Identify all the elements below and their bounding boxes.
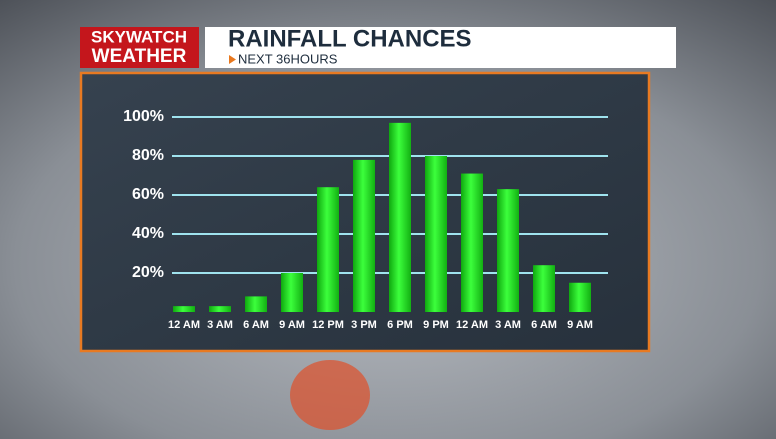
x-tick-label: 12 AM <box>456 319 488 331</box>
x-tick-label: 12 PM <box>312 319 344 331</box>
bar <box>461 173 483 312</box>
x-tick-label: 9 AM <box>567 319 593 331</box>
x-tick-label: 3 AM <box>207 319 233 331</box>
y-tick-label: 60% <box>132 186 164 203</box>
bar <box>389 122 411 312</box>
bar <box>569 282 591 312</box>
x-tick-label: 9 PM <box>423 319 449 331</box>
bar <box>209 306 231 312</box>
bar <box>425 156 447 312</box>
bar <box>353 159 375 312</box>
y-tick-label: 20% <box>132 264 164 281</box>
background-light <box>290 360 370 430</box>
bar <box>245 296 267 312</box>
bar <box>281 273 303 312</box>
logo <box>80 27 199 68</box>
y-tick-label: 40% <box>132 225 164 242</box>
title-bar <box>205 27 676 68</box>
x-tick-label: 6 AM <box>243 319 269 331</box>
x-tick-label: 12 AM <box>168 319 200 331</box>
chart-title: RAINFALL CHANCES <box>228 25 472 52</box>
y-tick-label: 100% <box>123 108 164 125</box>
x-tick-label: 3 AM <box>495 319 521 331</box>
arrow-icon <box>229 55 236 64</box>
logo-text: SKYWATCH <box>91 27 187 46</box>
x-tick-label: 3 PM <box>351 319 377 331</box>
y-tick-label: 80% <box>132 147 164 164</box>
bar <box>497 189 519 312</box>
x-tick-label: 9 AM <box>279 319 305 331</box>
bar <box>317 187 339 312</box>
logo-text: WEATHER <box>92 46 187 67</box>
bar <box>533 265 555 312</box>
x-tick-label: 6 AM <box>531 319 557 331</box>
bar <box>173 306 195 312</box>
chart-subtitle: NEXT 36HOURS <box>238 51 338 66</box>
x-tick-label: 6 PM <box>387 319 413 331</box>
